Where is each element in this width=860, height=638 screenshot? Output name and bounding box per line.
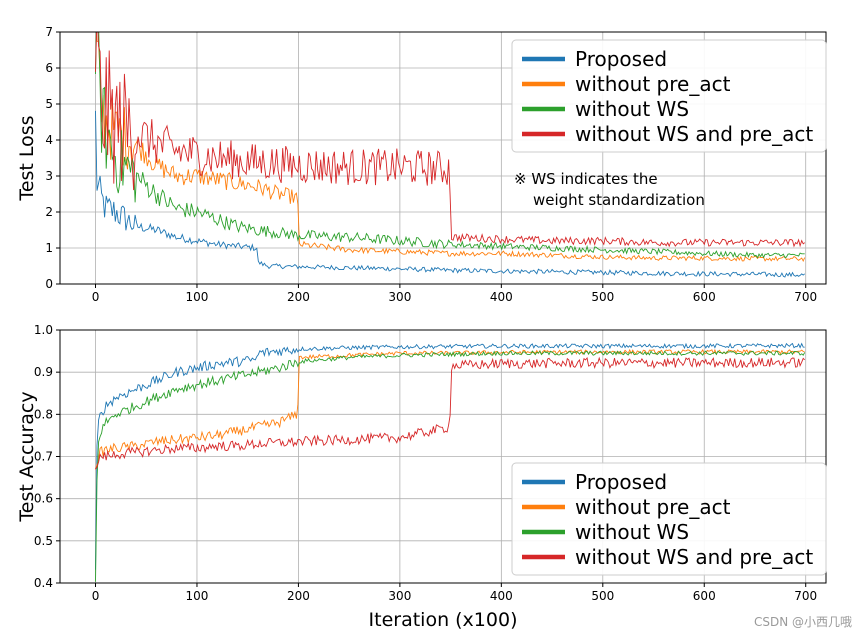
test-loss-panel: 0 100 200 300 400 500 600 700 0 1 2 3 4 5 6 7 Test Loss P… bbox=[16, 25, 827, 304]
x-tick-label: 400 bbox=[490, 589, 513, 603]
annotation-line-1: ※ WS indicates the bbox=[514, 170, 658, 188]
watermark-text: CSDN @小西几哦 bbox=[754, 615, 852, 629]
series-line-without-ws-and-pre-act bbox=[95, 356, 806, 470]
series-line-without-ws bbox=[95, 32, 805, 259]
x-axis-label: Iteration (x100) bbox=[369, 609, 518, 631]
plot-frame bbox=[59, 329, 827, 584]
y-axis-label: Test Accuracy bbox=[16, 391, 38, 522]
y-tick-label: 5 bbox=[45, 97, 53, 111]
legend-label: without pre_act bbox=[575, 72, 731, 96]
x-tick-label: 0 bbox=[92, 290, 100, 304]
x-tick-label: 200 bbox=[287, 589, 310, 603]
x-tick-label: 200 bbox=[287, 290, 310, 304]
series-line-without-ws bbox=[95, 350, 806, 582]
x-tick-label: 600 bbox=[693, 290, 716, 304]
x-tick-label: 700 bbox=[794, 290, 817, 304]
x-tick-label: 600 bbox=[693, 589, 716, 603]
x-tick-label: 300 bbox=[388, 589, 411, 603]
y-tick-label: 1.0 bbox=[34, 323, 53, 337]
series-line-proposed bbox=[95, 342, 805, 570]
series-line-proposed bbox=[95, 110, 805, 278]
y-tick-label: 6 bbox=[45, 61, 53, 75]
y-tick-label: 0.6 bbox=[34, 492, 53, 506]
legend-box bbox=[511, 39, 827, 153]
legend-label: without WS bbox=[575, 520, 689, 544]
y-tick-label: 3 bbox=[45, 169, 53, 183]
y-tick-label: 0.9 bbox=[34, 365, 53, 379]
test-accuracy-panel: 0 100 200 300 400 500 600 700 0.4 0.5 0.6 0.7 0.8 0.9… bbox=[16, 323, 827, 603]
legend-box bbox=[511, 462, 827, 576]
legend-label: without WS and pre_act bbox=[575, 122, 813, 146]
y-axis-label: Test Loss bbox=[16, 115, 38, 201]
y-tick-label: 0.7 bbox=[34, 450, 53, 464]
x-tick-label: 700 bbox=[794, 589, 817, 603]
x-tick-label: 400 bbox=[490, 290, 513, 304]
y-tick-label: 0.4 bbox=[34, 576, 53, 590]
y-tick-label: 1 bbox=[45, 241, 53, 255]
y-tick-label: 4 bbox=[45, 133, 53, 147]
x-tick-label: 0 bbox=[92, 589, 100, 603]
annotation-line-2: weight standardization bbox=[533, 191, 705, 209]
legend-label: Proposed bbox=[575, 470, 667, 494]
x-tick-label: 300 bbox=[388, 290, 411, 304]
y-tick-label: 7 bbox=[45, 25, 53, 39]
y-tick-label: 0 bbox=[45, 277, 53, 291]
x-tick-label: 100 bbox=[186, 589, 209, 603]
y-tick-label: 0.8 bbox=[34, 407, 53, 421]
y-tick-label: 2 bbox=[45, 205, 53, 219]
y-tick-label: 0.5 bbox=[34, 534, 53, 548]
series-line-without-pre-act bbox=[95, 32, 806, 263]
series-line-without-ws-and-pre-act bbox=[95, 32, 805, 248]
legend-label: without WS bbox=[575, 97, 689, 121]
legend-label: without pre_act bbox=[575, 495, 731, 519]
x-tick-label: 100 bbox=[186, 290, 209, 304]
x-tick-label: 500 bbox=[591, 290, 614, 304]
plot-frame bbox=[59, 31, 827, 285]
legend-label: Proposed bbox=[575, 47, 667, 71]
x-tick-label: 500 bbox=[591, 589, 614, 603]
legend-label: without WS and pre_act bbox=[575, 545, 813, 569]
